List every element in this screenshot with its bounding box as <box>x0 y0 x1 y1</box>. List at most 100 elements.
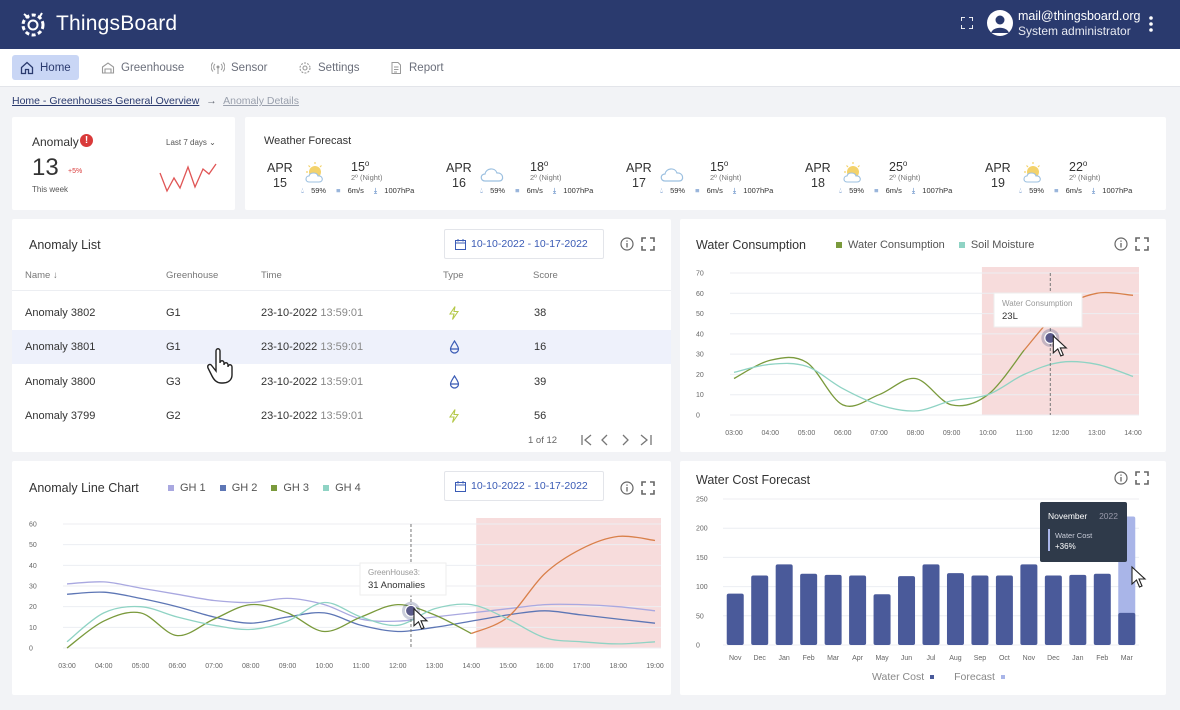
legend-gh2[interactable]: GH 2 <box>219 482 257 494</box>
pressure-icon: ⤓ <box>373 186 378 195</box>
table-row[interactable]: Anomaly 3802 G1 23-10-2022 13:59:01 38 <box>12 296 671 330</box>
humidity-stat: 💧︎ 59% <box>1019 186 1045 195</box>
anomaly-line-legend: GH 1 GH 2 GH 3 GH 4 <box>168 482 375 494</box>
column-header-greenhouse[interactable]: Greenhouse <box>166 270 219 281</box>
series-line-gh-3-anomaly <box>470 535 656 635</box>
more-vertical-icon[interactable] <box>1148 15 1154 33</box>
cell-score: 56 <box>534 410 547 422</box>
drop-icon: 💧︎ <box>1019 186 1022 195</box>
water-cost-bar[interactable] <box>1020 564 1038 645</box>
legend-gh1[interactable]: GH 1 <box>168 482 206 494</box>
water-cost-bar[interactable] <box>849 575 867 645</box>
expand-icon[interactable] <box>1135 237 1149 251</box>
legend-water-consumption[interactable]: Water Consumption <box>836 239 945 251</box>
first-page-icon[interactable] <box>581 434 592 446</box>
x-tick-label: 09:00 <box>279 663 297 670</box>
anomaly-kpi-card: Anomaly ! Last 7 days ⌄ 13 +5% This week <box>12 117 235 210</box>
kpi-sparkline <box>159 163 217 193</box>
water-cost-bar[interactable] <box>751 575 769 645</box>
water-cost-bar[interactable] <box>1093 573 1111 645</box>
water-cost-bar[interactable] <box>922 564 940 645</box>
tab-greenhouse[interactable]: Greenhouse <box>93 55 192 80</box>
anomaly-list-date-range[interactable]: 10-10-2022 - 10-17-2022 <box>444 229 604 259</box>
info-icon[interactable] <box>620 237 634 251</box>
breadcrumb-parent[interactable]: Home - Greenhouses General Overview <box>12 95 200 107</box>
next-page-icon[interactable] <box>622 434 629 446</box>
logo[interactable]: ThingsBoard <box>18 8 177 40</box>
pagination-controls <box>581 434 652 446</box>
water-cost-bar[interactable] <box>1069 574 1087 645</box>
y-tick-label: 10 <box>29 625 37 632</box>
legend-gh4[interactable]: GH 4 <box>323 482 361 494</box>
cell-time: 23-10-2022 13:59:01 <box>261 341 364 353</box>
water-cost-bar[interactable] <box>775 564 793 645</box>
column-header-time[interactable]: Time <box>261 270 282 281</box>
tab-home[interactable]: Home <box>12 55 79 80</box>
anomaly-line-chart-title: Anomaly Line Chart <box>29 481 139 495</box>
bolt-icon <box>448 306 460 320</box>
expand-icon[interactable] <box>641 481 655 495</box>
prev-page-icon[interactable] <box>601 434 608 446</box>
user-email: mail@thingsboard.org <box>1018 9 1141 23</box>
wind-icon: ≡ <box>695 186 700 195</box>
y-tick-label: 30 <box>29 584 37 591</box>
drop-icon: 💧︎ <box>660 186 663 195</box>
water-cost-bar[interactable] <box>898 576 916 645</box>
legend-forecast[interactable]: Forecast <box>954 671 1011 683</box>
info-icon[interactable] <box>620 481 634 495</box>
y-tick-label: 0 <box>29 646 33 653</box>
tab-sensor[interactable]: Sensor <box>203 55 275 80</box>
water-cost-bar[interactable] <box>800 573 818 645</box>
legend-soil-moisture[interactable]: Soil Moisture <box>958 239 1034 251</box>
cell-type <box>449 374 460 392</box>
user-icon <box>991 15 1009 33</box>
expand-icon[interactable] <box>1135 471 1149 485</box>
anomaly-line-date-range[interactable]: 10-10-2022 - 10-17-2022 <box>444 471 604 501</box>
column-header-type[interactable]: Type <box>443 270 464 281</box>
last-page-icon[interactable] <box>640 434 652 446</box>
kpi-range-label: Last 7 days <box>166 138 207 147</box>
column-header-name[interactable]: Name ↓ <box>25 270 58 281</box>
water-consumption-title: Water Consumption <box>696 238 806 252</box>
table-row[interactable]: Anomaly 3801 G1 23-10-2022 13:59:01 16 <box>12 330 671 364</box>
chevron-down-icon: ⌄ <box>209 138 216 147</box>
legend-gh3[interactable]: GH 3 <box>271 482 309 494</box>
weather-night-temp: 2º (Night) <box>710 173 742 182</box>
expand-icon[interactable] <box>641 237 655 251</box>
water-cost-bar[interactable] <box>824 574 842 645</box>
sort-down-icon: ↓ <box>52 270 58 281</box>
table-row[interactable]: Anomaly 3799 G2 23-10-2022 13:59:01 56 <box>12 399 671 433</box>
tooltip-value: +36% <box>1055 542 1076 551</box>
kpi-title: Anomaly <box>32 135 79 149</box>
water-cost-bar[interactable] <box>726 593 744 645</box>
water-cost-bar[interactable] <box>1118 612 1136 645</box>
cell-greenhouse: G1 <box>166 341 181 353</box>
kpi-range-select[interactable]: Last 7 days ⌄ <box>166 138 216 147</box>
water-cost-bar[interactable] <box>1044 575 1062 645</box>
pressure-stat: ⤓ 1007hPa <box>911 186 953 195</box>
weather-day-number: 15 <box>273 176 287 190</box>
water-cost-bar[interactable] <box>873 594 891 645</box>
avatar[interactable] <box>987 10 1013 36</box>
legend-water-cost[interactable]: Water Cost <box>872 671 940 683</box>
x-tick-label: 19:00 <box>646 663 664 670</box>
info-icon[interactable] <box>1114 471 1128 485</box>
water-cost-bar[interactable] <box>995 575 1013 645</box>
water-cost-bar[interactable] <box>971 575 989 645</box>
water-cost-bar[interactable] <box>946 573 964 645</box>
weather-month: APR <box>267 161 293 175</box>
info-icon[interactable] <box>1114 237 1128 251</box>
y-tick-label: 50 <box>696 311 704 318</box>
column-header-score[interactable]: Score <box>533 270 558 281</box>
tab-settings[interactable]: Settings <box>290 55 368 80</box>
table-row[interactable]: Anomaly 3800 G3 23-10-2022 13:59:01 39 <box>12 365 671 399</box>
cloud-icon <box>480 168 504 182</box>
pressure-stat: ⤓ 1007hPa <box>373 186 415 195</box>
tab-report[interactable]: Report <box>381 55 452 80</box>
drop-icon <box>449 374 460 389</box>
x-tick-label: 04:00 <box>95 663 113 670</box>
weather-night-temp: 2º (Night) <box>1069 173 1101 182</box>
fullscreen-icon[interactable] <box>961 17 973 29</box>
weather-night-temp: 2º (Night) <box>351 173 383 182</box>
y-tick-label: 150 <box>696 555 708 562</box>
